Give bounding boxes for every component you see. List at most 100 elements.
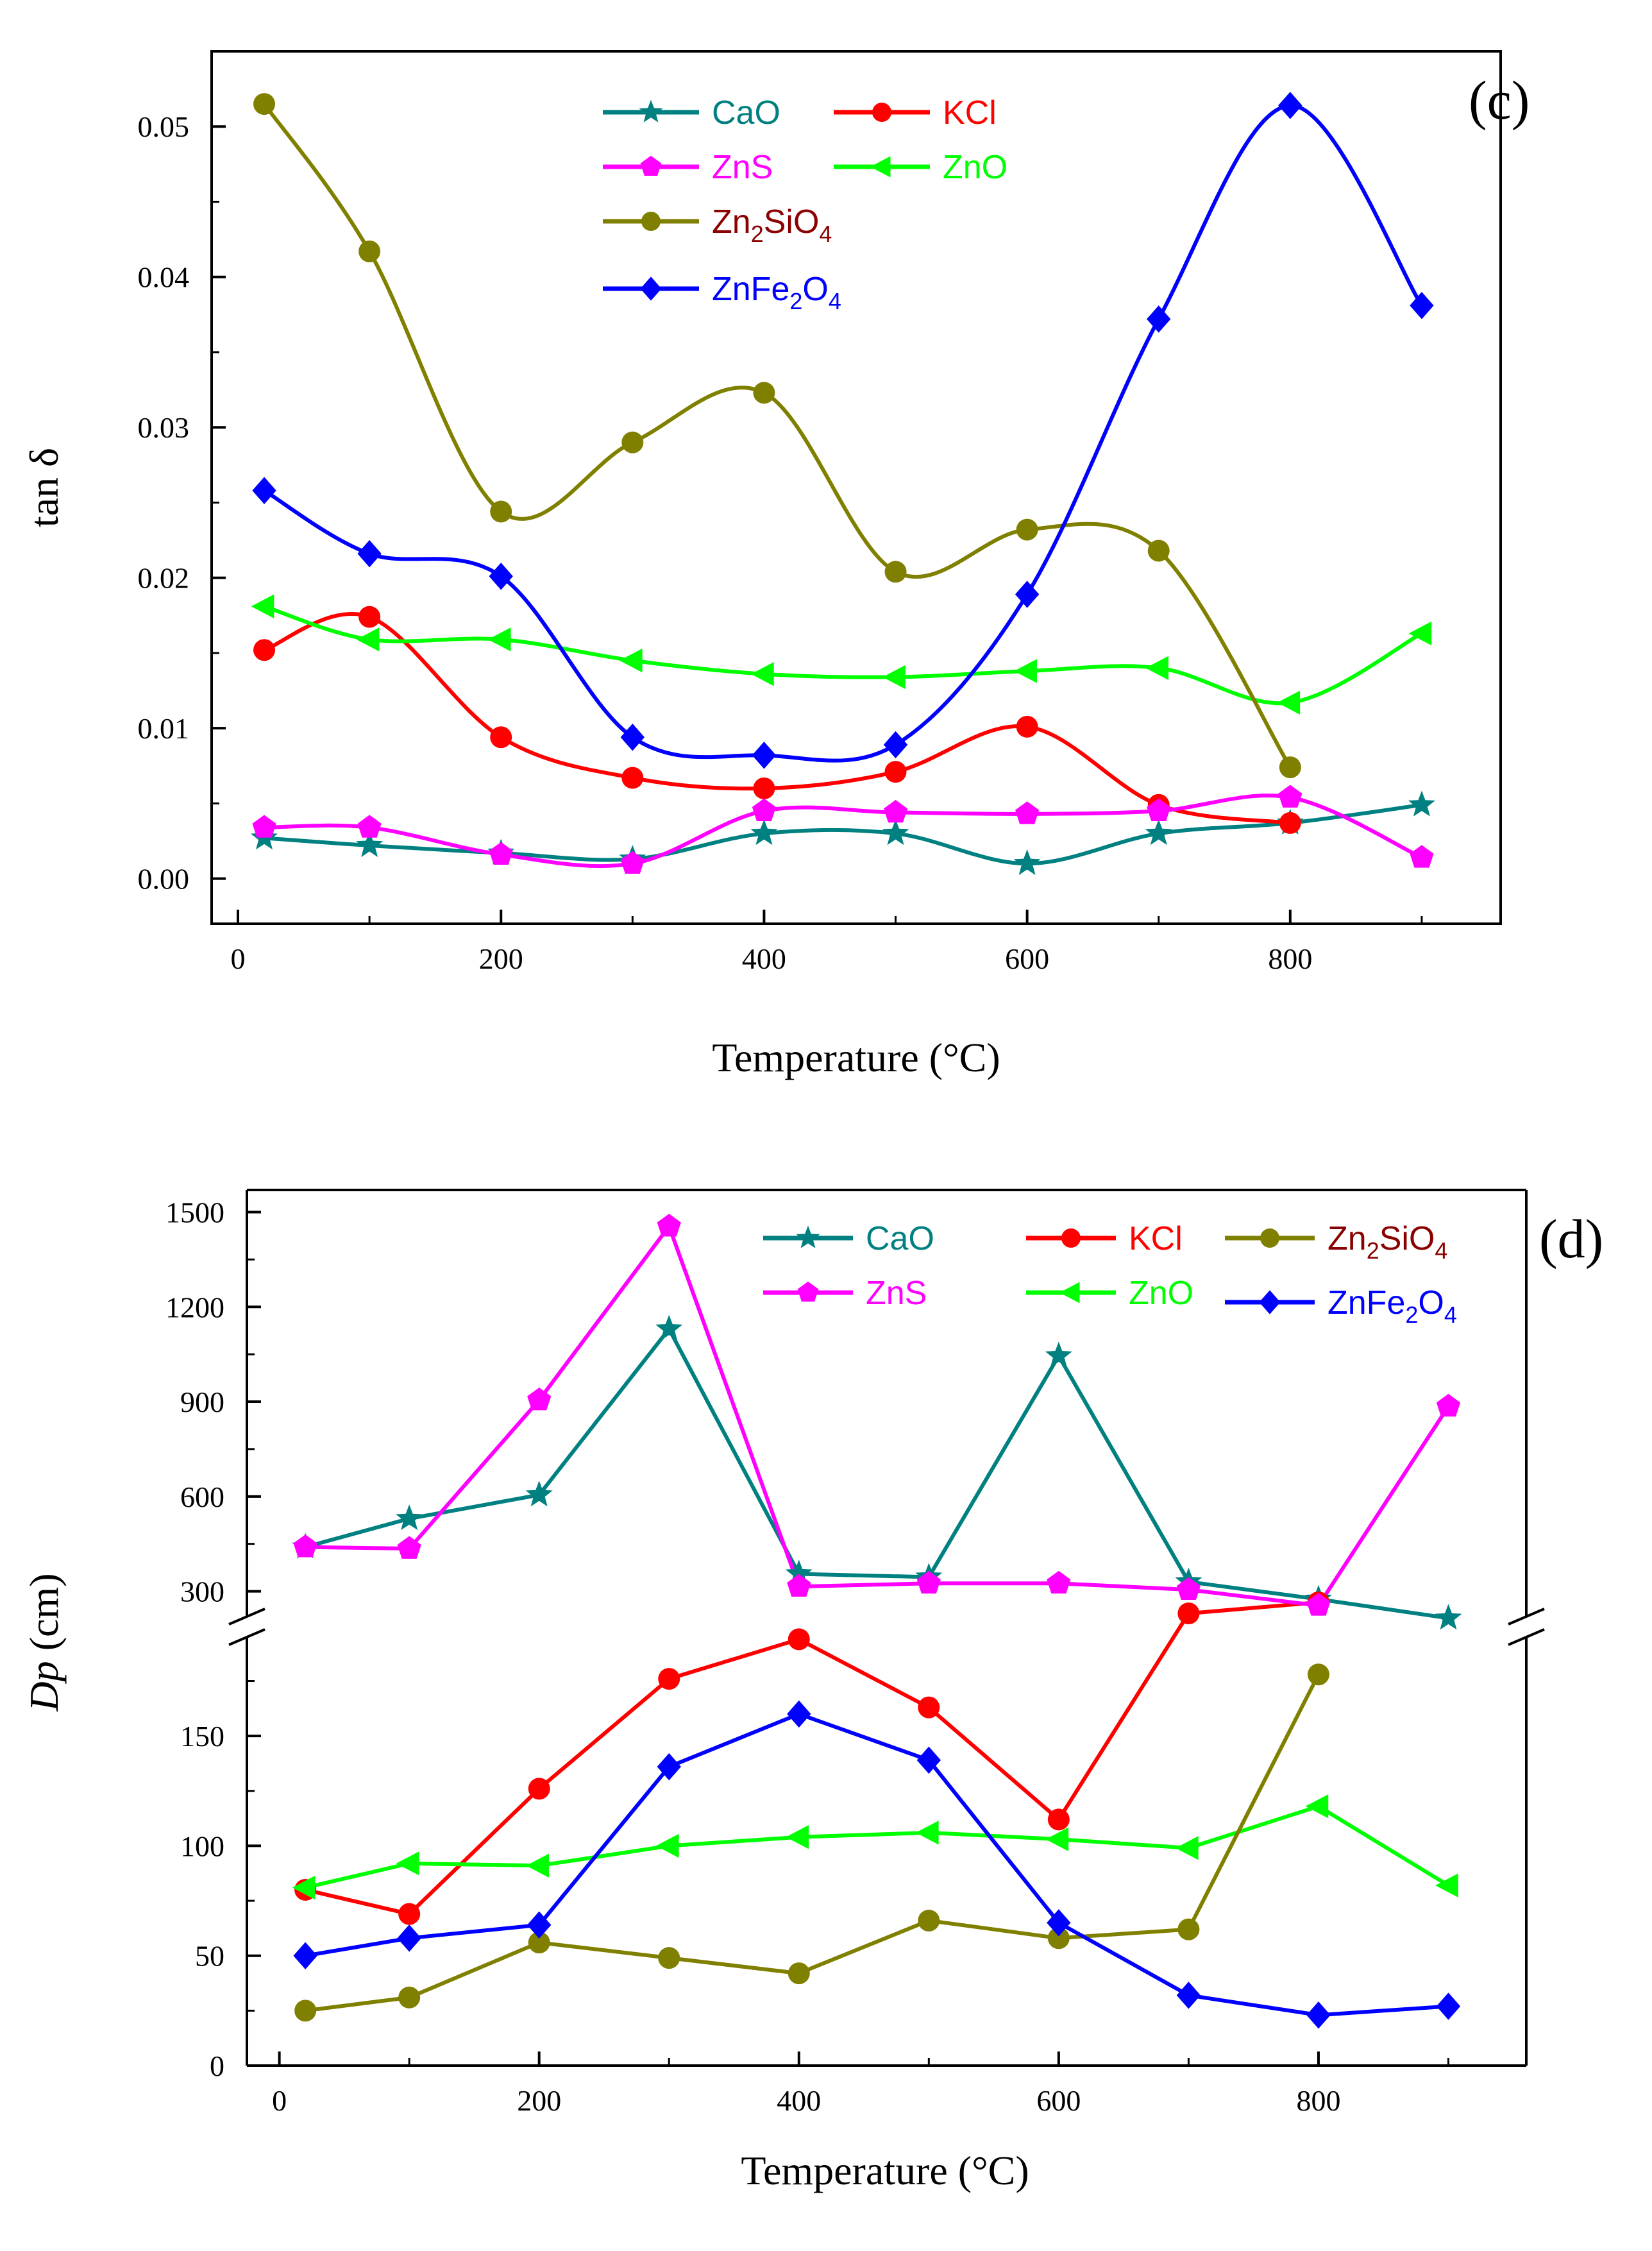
legend-marker bbox=[872, 103, 891, 122]
legend-label: CaO bbox=[866, 1220, 934, 1257]
data-point bbox=[527, 1388, 552, 1411]
data-point bbox=[356, 627, 380, 652]
data-point bbox=[1435, 1604, 1462, 1630]
data-point bbox=[293, 1534, 317, 1558]
legend-marker bbox=[640, 276, 662, 301]
data-point bbox=[293, 1942, 317, 1969]
y-tick-label: 1500 bbox=[165, 1196, 224, 1228]
data-point bbox=[1015, 801, 1040, 824]
data-point bbox=[1176, 1836, 1199, 1860]
axis-break-mark bbox=[228, 1628, 266, 1646]
data-point bbox=[526, 1853, 550, 1878]
legend-item: Zn2SiO4 bbox=[603, 203, 832, 247]
data-point bbox=[1016, 518, 1038, 541]
data-point bbox=[528, 1778, 550, 1800]
x-tick-label: 800 bbox=[1296, 2084, 1340, 2117]
y-tick-label: 300 bbox=[180, 1576, 224, 1608]
data-point bbox=[1408, 790, 1435, 817]
data-point bbox=[1045, 1827, 1069, 1851]
plot-frame bbox=[210, 50, 1502, 925]
data-point bbox=[655, 1833, 679, 1858]
y-tick-label: 100 bbox=[180, 1830, 224, 1862]
data-point bbox=[918, 1909, 940, 1932]
x-tick-label: 400 bbox=[742, 942, 786, 975]
legend-label: ZnS bbox=[866, 1275, 927, 1312]
x-tick-label: 0 bbox=[231, 942, 246, 975]
axis-break-mark bbox=[1508, 1628, 1545, 1646]
series-lines bbox=[305, 1222, 1450, 2017]
x-tick-label: 600 bbox=[1005, 942, 1049, 975]
legend-marker bbox=[639, 99, 663, 123]
data-point bbox=[1047, 1927, 1070, 1949]
y-tick-label: 0.04 bbox=[138, 261, 190, 294]
series-line-zn bbox=[305, 1673, 1320, 2013]
data-point bbox=[655, 1314, 683, 1341]
data-point bbox=[528, 1932, 550, 1954]
legend-label: CaO bbox=[712, 94, 780, 132]
data-point bbox=[398, 1986, 421, 2009]
data-point bbox=[1147, 798, 1171, 821]
data-point bbox=[916, 1746, 941, 1774]
data-point bbox=[357, 815, 382, 838]
data-point bbox=[1176, 1982, 1201, 2009]
x-tick-label: 200 bbox=[517, 2084, 561, 2117]
y-tick-label: 50 bbox=[195, 1940, 224, 1973]
data-point bbox=[1013, 849, 1041, 876]
data-point bbox=[1306, 1593, 1331, 1616]
y-axis-label: Dp (cm) bbox=[21, 1573, 67, 1712]
legend-item: KCl bbox=[1026, 1220, 1183, 1257]
axis-break-mark bbox=[1508, 1608, 1545, 1626]
legend-label: ZnFe2O4 bbox=[1328, 1284, 1457, 1328]
axes: 0 200 400 600 800 0.00 0.01 0.02 0.03 0.04 0.05 bbox=[138, 110, 1423, 975]
y-tick-label: 0.05 bbox=[138, 110, 190, 143]
data-point bbox=[1177, 1918, 1200, 1941]
data-point bbox=[1435, 1873, 1458, 1898]
data-point bbox=[396, 1851, 419, 1876]
data-point bbox=[396, 1504, 423, 1531]
legend: CaO KCl Zn2SiO4 ZnS ZnO ZnFe2O4 bbox=[763, 1220, 1457, 1328]
series-line-zns bbox=[305, 1222, 1450, 1608]
data-point bbox=[786, 1825, 809, 1849]
series-line-zno bbox=[305, 1804, 1450, 1890]
series-curve-zns bbox=[264, 794, 1423, 869]
data-point bbox=[883, 731, 908, 759]
legend-item: Zn2SiO4 bbox=[1225, 1220, 1447, 1264]
data-point bbox=[356, 831, 384, 857]
data-point bbox=[918, 1696, 940, 1719]
y-axis-label: tan δ bbox=[21, 448, 67, 527]
data-point bbox=[788, 1628, 810, 1651]
data-point bbox=[882, 665, 906, 690]
data-point bbox=[785, 1559, 813, 1586]
data-point bbox=[252, 477, 276, 504]
legend-item: ZnS bbox=[603, 149, 773, 186]
data-point bbox=[358, 606, 381, 628]
series-curve-znfe bbox=[263, 103, 1424, 763]
data-point bbox=[1436, 1992, 1461, 2020]
data-point bbox=[1436, 1393, 1461, 1417]
data-point bbox=[915, 1821, 939, 1845]
data-point bbox=[1307, 1663, 1329, 1686]
legend-label: ZnS bbox=[712, 149, 773, 186]
chart-panel-d: 0 200 400 600 80005010015030060090012001500 … bbox=[21, 1189, 1603, 2193]
data-point bbox=[1306, 2001, 1331, 2029]
data-point bbox=[358, 240, 381, 262]
data-point bbox=[490, 726, 512, 749]
data-point bbox=[1278, 785, 1302, 808]
y-tick-label: 0.01 bbox=[138, 712, 190, 745]
data-point bbox=[527, 1911, 552, 1939]
legend-marker bbox=[870, 156, 891, 178]
data-point bbox=[1410, 292, 1434, 319]
legend-label: Zn2SiO4 bbox=[1328, 1220, 1447, 1264]
legend-marker bbox=[797, 1281, 819, 1302]
data-point bbox=[292, 1875, 316, 1900]
data-point bbox=[1145, 819, 1172, 845]
data-point bbox=[1279, 811, 1301, 834]
data-point bbox=[398, 1903, 421, 1925]
data-point bbox=[1147, 539, 1170, 562]
legend-item: CaO bbox=[763, 1220, 934, 1257]
data-point bbox=[253, 93, 276, 115]
legend-marker bbox=[796, 1225, 820, 1248]
data-point bbox=[1047, 1909, 1071, 1937]
data-point bbox=[916, 1570, 941, 1594]
